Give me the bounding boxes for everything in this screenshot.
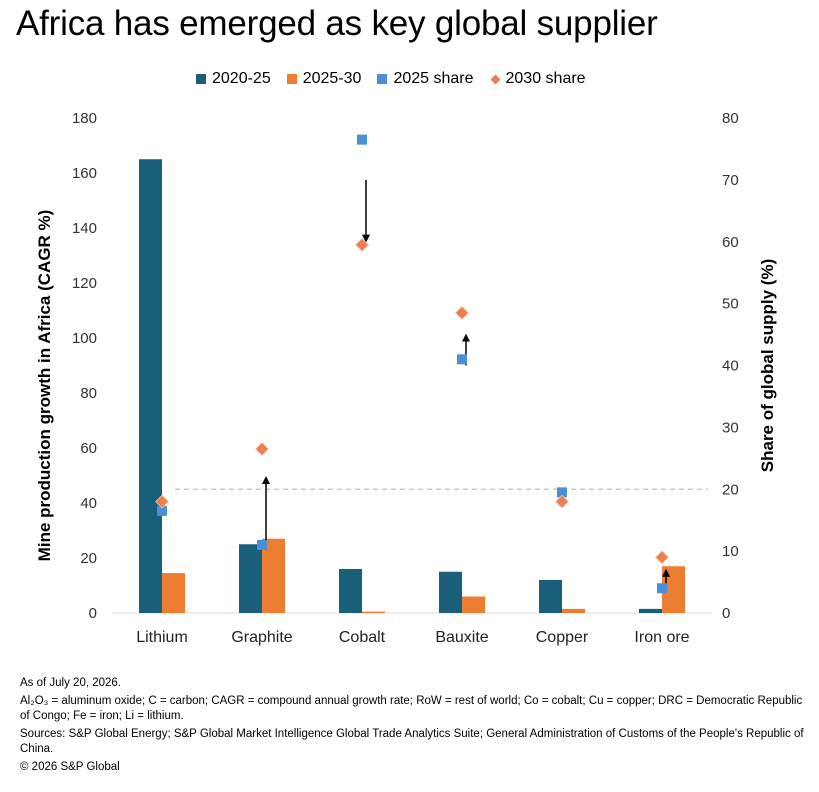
- bar-2020-25: [139, 159, 162, 613]
- legend-label-2025-30: 2025-30: [302, 70, 362, 87]
- y-tick-label-left: 80: [80, 385, 97, 402]
- y-tick-label-left: 40: [80, 495, 97, 512]
- bar-2025-30: [462, 596, 485, 613]
- footer-as-of: As of July 20, 2026.: [20, 677, 122, 689]
- bar-2025-30: [562, 608, 585, 613]
- bar-2020-25: [339, 569, 362, 613]
- y-tick-label-right: 30: [722, 419, 739, 436]
- x-category-label: Cobalt: [339, 629, 386, 646]
- y-tick-label-left: 120: [72, 275, 97, 292]
- y-tick-label-left: 160: [72, 165, 97, 182]
- x-category-label: Lithium: [136, 629, 188, 646]
- x-category-label: Iron ore: [634, 629, 689, 646]
- marker-2030-share: [655, 550, 669, 565]
- marker-2025-share: [357, 134, 367, 145]
- footer-abbreviations: Al₂O₃ = aluminum oxide; C = carbon; CAGR…: [20, 695, 803, 722]
- marker-2030-share: [455, 305, 469, 320]
- legend-item-2025-30: 2025-30: [286, 70, 362, 88]
- x-category-label: Copper: [536, 629, 589, 646]
- x-category-label: Bauxite: [435, 629, 488, 646]
- y-tick-label-left: 140: [72, 220, 97, 237]
- bar-2025-30: [362, 611, 385, 613]
- bar-2020-25: [539, 580, 562, 613]
- chart-legend: 2020-25 2025-30 2025 share 2030 share: [196, 70, 602, 88]
- marker-2030-share: [355, 237, 369, 252]
- bar-2020-25: [439, 571, 462, 613]
- marker-2025-share: [657, 583, 667, 594]
- bar-2020-25: [239, 544, 262, 613]
- y-axis-title-left: Mine production growth in Africa (CAGR %…: [35, 210, 54, 562]
- y-tick-label-right: 20: [722, 481, 739, 498]
- marker-2025-share: [557, 487, 567, 498]
- chart-title: Africa has emerged as key global supplie…: [16, 4, 658, 43]
- footer-copyright: © 2026 S&P Global: [20, 761, 120, 773]
- marker-2030-share: [155, 494, 169, 509]
- y-tick-label-left: 100: [72, 330, 97, 347]
- marker-2030-share: [555, 494, 569, 509]
- legend-swatch-2020-25: [196, 74, 206, 84]
- y-axis-title-right: Share of global supply (%): [758, 259, 777, 472]
- chart-plot-area: 0 20 40 60 80 100 120 140 160 180 0 10 20 30 40 50 60 70 8…: [35, 110, 777, 646]
- y-tick-label-right: 10: [722, 543, 739, 560]
- y-tick-label-right: 60: [722, 234, 739, 251]
- y-tick-label-left: 60: [80, 440, 97, 457]
- legend-label-2020-25: 2020-25: [212, 70, 271, 87]
- y-tick-label-right: 80: [722, 110, 739, 127]
- x-category-label: Graphite: [231, 629, 292, 646]
- y-tick-label-right: 50: [722, 296, 739, 313]
- bar-2025-30: [262, 538, 285, 613]
- y-tick-label-left: 20: [80, 550, 97, 567]
- bar-2025-30: [662, 566, 685, 613]
- marker-2025-share: [457, 354, 467, 365]
- y-tick-label-right: 70: [722, 172, 739, 189]
- y-tick-label-left: 0: [89, 605, 97, 622]
- legend-item-2020-25: 2020-25: [196, 70, 271, 88]
- legend-swatch-2025-30: [286, 74, 297, 84]
- legend-label-2030-share: 2030 share: [505, 70, 586, 87]
- marker-2025-share: [257, 539, 267, 550]
- legend-item-2030-share: 2030 share: [490, 70, 586, 88]
- footer-sources: Sources: S&P Global Energy; S&P Global M…: [20, 728, 804, 755]
- legend-swatch-2025-share: [377, 74, 388, 84]
- marker-2025-share: [157, 505, 167, 516]
- bar-2025-30: [162, 573, 185, 613]
- bar-2020-25: [639, 608, 662, 613]
- chart-footer: As of July 20, 2026. Al₂O₃ = aluminum ox…: [20, 676, 810, 778]
- marker-2030-share: [255, 442, 269, 456]
- y-tick-label-left: 180: [72, 110, 97, 127]
- legend-label-2025-share: 2025 share: [393, 70, 474, 87]
- y-tick-label-right: 40: [722, 358, 739, 375]
- legend-item-2025-share: 2025 share: [377, 70, 474, 88]
- y-tick-label-right: 0: [722, 605, 730, 622]
